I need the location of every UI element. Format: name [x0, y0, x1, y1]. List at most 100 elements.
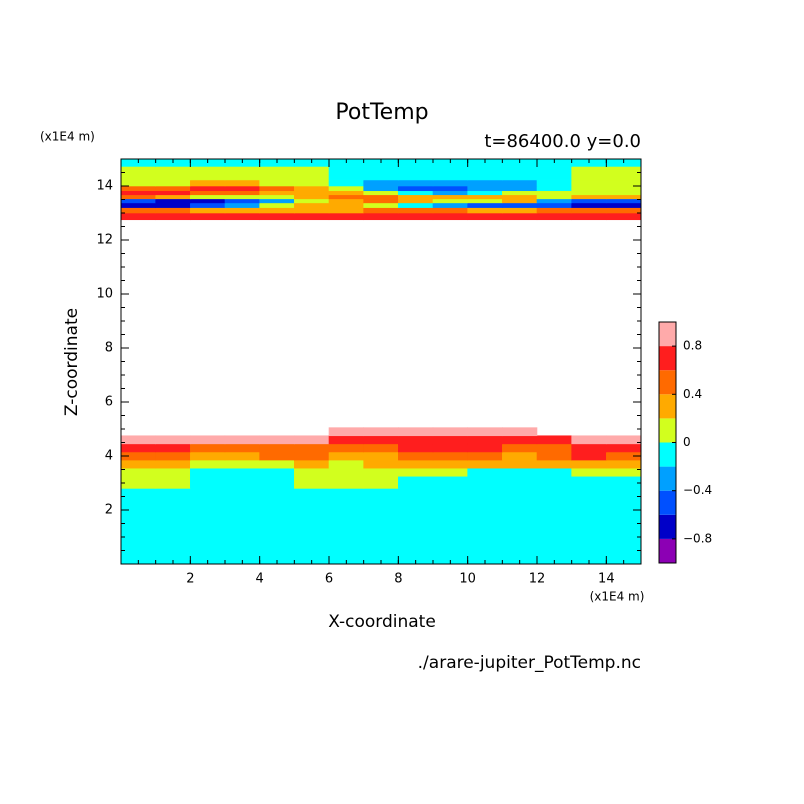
- contour-cell: [606, 166, 642, 174]
- contour-cell: [190, 435, 226, 445]
- contour-cell: [432, 194, 468, 200]
- contour-cell: [259, 435, 295, 445]
- contour-cell: [571, 475, 607, 489]
- x-tick-label: 10: [459, 572, 476, 587]
- contour-cell: [294, 166, 330, 174]
- y-tick-label: 4: [105, 449, 113, 464]
- contour-cell: [467, 179, 503, 187]
- contour-cell: [432, 179, 468, 187]
- contour-cell: [467, 488, 503, 518]
- contour-cell: [606, 475, 642, 489]
- contour-cell: [398, 459, 434, 469]
- contour-cell: [259, 475, 295, 489]
- contour-cell: [363, 427, 399, 437]
- contour-cell: [467, 451, 503, 461]
- contour-cell: [467, 194, 503, 200]
- contour-cell: [155, 194, 191, 200]
- contour-cell: [467, 427, 503, 437]
- contour-cell: [190, 194, 226, 200]
- contour-cell: [536, 190, 572, 196]
- contour-cell: [536, 212, 572, 221]
- contour-cell: [120, 185, 156, 192]
- contour-cell: [432, 207, 468, 214]
- contour-cell: [398, 212, 434, 221]
- contour-cell: [467, 475, 503, 489]
- contour-cell: [398, 435, 434, 445]
- contour-cell: [155, 179, 191, 187]
- contour-cell: [294, 443, 330, 453]
- x-tick-label: 4: [256, 572, 264, 587]
- colorbar-swatch: [659, 370, 676, 395]
- contour-cell: [155, 166, 191, 174]
- contour-cell: [398, 516, 434, 565]
- contour-cell: [467, 190, 503, 196]
- y-axis-label: Z-coordinate: [62, 308, 82, 416]
- contour-cell: [259, 185, 295, 192]
- contour-cell: [502, 443, 538, 453]
- contour-cell: [502, 198, 538, 204]
- contour-cell: [224, 443, 260, 453]
- x-tick-label: 12: [529, 572, 546, 587]
- contour-cell: [224, 166, 260, 174]
- contour-cell: [467, 435, 503, 445]
- contour-cell: [606, 467, 642, 477]
- contour-cell: [120, 516, 156, 565]
- contour-cell: [571, 451, 607, 461]
- axes: 2 4 6 8 10 12 14 2 4 6 8 10 12 14 −0.8 −0.4 0 0.4 0.8: [96, 158, 712, 587]
- contour-cell: [120, 166, 156, 174]
- contour-cell: [259, 212, 295, 221]
- contour-cell: [190, 179, 226, 187]
- chart-subtitle: t=86400.0 y=0.0: [484, 131, 641, 152]
- contour-cell: [398, 179, 434, 187]
- x-tick-label: 8: [394, 572, 402, 587]
- contour-cell: [259, 194, 295, 200]
- contour-cell: [155, 451, 191, 461]
- contour-cell: [502, 467, 538, 477]
- contour-cell: [398, 451, 434, 461]
- contour-cell: [502, 179, 538, 187]
- contour-cell: [328, 166, 364, 174]
- contour-cell: [571, 212, 607, 221]
- x-tick-label: 2: [186, 572, 194, 587]
- contour-cell: [190, 467, 226, 477]
- contour-cell: [571, 190, 607, 196]
- contour-cell: [398, 172, 434, 181]
- contour-cell: [502, 212, 538, 221]
- contour-cell: [467, 166, 503, 174]
- contour-cell: [571, 166, 607, 174]
- contour-cell: [259, 198, 295, 204]
- colorbar-swatch: [659, 514, 676, 539]
- contour-cell: [571, 443, 607, 453]
- contour-cell: [606, 207, 642, 214]
- contour-cell: [536, 166, 572, 174]
- contour-cell: [259, 172, 295, 181]
- contour-cell: [224, 179, 260, 187]
- contour-cell: [606, 185, 642, 192]
- contour-cell: [259, 467, 295, 477]
- contour-cell: [259, 443, 295, 453]
- contour-cell: [294, 179, 330, 187]
- contour-cell: [224, 190, 260, 196]
- contour-cell: [536, 194, 572, 200]
- contour-cell: [571, 179, 607, 187]
- contour-cell: [328, 172, 364, 181]
- contour-cell: [606, 459, 642, 469]
- contour-cell: [536, 516, 572, 565]
- contour-cell: [432, 166, 468, 174]
- contour-cell: [120, 459, 156, 469]
- contour-cell: [190, 198, 226, 204]
- contour-cell: [224, 172, 260, 181]
- contour-cell: [294, 194, 330, 200]
- contour-field: [120, 158, 642, 565]
- contour-cell: [190, 443, 226, 453]
- contour-cell: [328, 212, 364, 221]
- contour-cell: [536, 202, 572, 208]
- contour-cell: [120, 435, 156, 445]
- contour-cell: [328, 435, 364, 445]
- contour-cell: [398, 475, 434, 489]
- contour-cell: [363, 475, 399, 489]
- contour-cell: [432, 488, 468, 518]
- contour-cell: [120, 179, 156, 187]
- contour-cell: [536, 488, 572, 518]
- contour-cell: [155, 212, 191, 221]
